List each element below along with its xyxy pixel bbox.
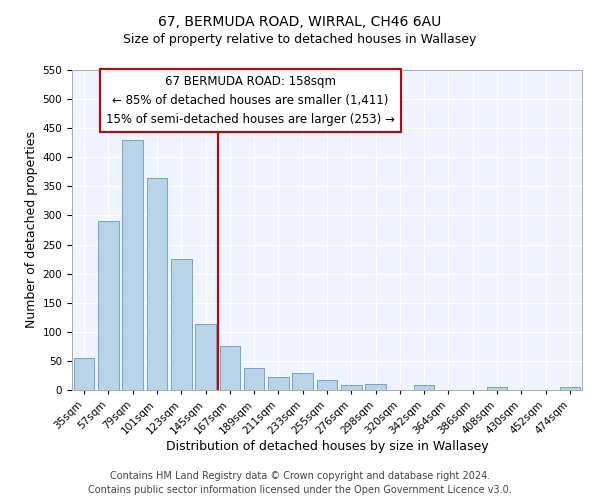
Bar bbox=[171, 259, 191, 390]
Bar bbox=[220, 346, 240, 390]
Bar bbox=[268, 377, 289, 390]
Bar bbox=[146, 178, 167, 390]
Text: 67, BERMUDA ROAD, WIRRAL, CH46 6AU: 67, BERMUDA ROAD, WIRRAL, CH46 6AU bbox=[158, 15, 442, 29]
Text: Size of property relative to detached houses in Wallasey: Size of property relative to detached ho… bbox=[124, 32, 476, 46]
Bar bbox=[74, 358, 94, 390]
Bar bbox=[244, 368, 265, 390]
Text: 67 BERMUDA ROAD: 158sqm
← 85% of detached houses are smaller (1,411)
15% of semi: 67 BERMUDA ROAD: 158sqm ← 85% of detache… bbox=[106, 75, 395, 126]
X-axis label: Distribution of detached houses by size in Wallasey: Distribution of detached houses by size … bbox=[166, 440, 488, 453]
Bar bbox=[414, 385, 434, 390]
Bar bbox=[560, 387, 580, 390]
Text: Contains HM Land Registry data © Crown copyright and database right 2024.
Contai: Contains HM Land Registry data © Crown c… bbox=[88, 471, 512, 495]
Bar bbox=[341, 385, 362, 390]
Bar bbox=[317, 380, 337, 390]
Bar bbox=[292, 373, 313, 390]
Bar bbox=[98, 222, 119, 390]
Bar bbox=[365, 384, 386, 390]
Bar bbox=[487, 387, 508, 390]
Y-axis label: Number of detached properties: Number of detached properties bbox=[25, 132, 38, 328]
Bar bbox=[122, 140, 143, 390]
Bar bbox=[195, 324, 216, 390]
